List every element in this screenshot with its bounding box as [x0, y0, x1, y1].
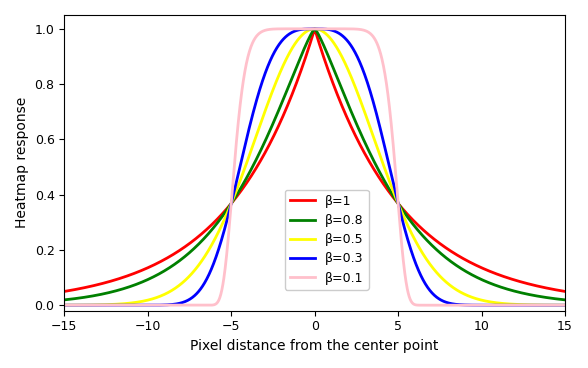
- X-axis label: Pixel distance from the center point: Pixel distance from the center point: [191, 339, 439, 353]
- β=0.3: [86, 303, 93, 307]
- β=1: [304, 49, 311, 53]
- β=0.1: [304, 26, 311, 31]
- β=1: [547, 287, 554, 291]
- β=0.8: [311, 27, 318, 31]
- β=0.5: [291, 42, 298, 47]
- Line: β=0.8: β=0.8: [64, 29, 565, 300]
- β=0.1: [309, 26, 316, 31]
- β=0.8: [455, 265, 462, 269]
- β=1: [547, 287, 554, 291]
- β=0.5: [61, 303, 68, 307]
- β=1: [562, 289, 569, 294]
- β=0.5: [86, 303, 93, 307]
- β=0.8: [86, 294, 93, 299]
- β=0.1: [547, 303, 554, 307]
- β=1: [291, 86, 298, 91]
- β=0.8: [61, 298, 68, 302]
- β=0.3: [547, 303, 554, 307]
- β=0.1: [455, 303, 462, 307]
- β=0.5: [562, 303, 569, 307]
- β=0.3: [311, 26, 318, 31]
- β=0.5: [547, 303, 554, 307]
- β=0.1: [562, 303, 569, 307]
- β=1: [311, 27, 318, 31]
- β=0.3: [291, 29, 298, 33]
- Line: β=1: β=1: [64, 29, 565, 291]
- Line: β=0.3: β=0.3: [64, 29, 565, 305]
- β=0.5: [455, 289, 462, 293]
- β=0.8: [562, 298, 569, 302]
- β=0.8: [547, 296, 554, 300]
- β=0.8: [291, 70, 298, 74]
- β=0.8: [304, 39, 311, 43]
- Y-axis label: Heatmap response: Heatmap response: [15, 97, 29, 229]
- β=0.3: [455, 302, 462, 307]
- Line: β=0.5: β=0.5: [64, 29, 565, 305]
- β=0.3: [304, 26, 311, 31]
- Line: β=0.1: β=0.1: [64, 29, 565, 305]
- β=0.3: [547, 303, 554, 307]
- β=0.1: [547, 303, 554, 307]
- β=0.1: [86, 303, 93, 307]
- β=0.5: [304, 28, 311, 33]
- β=0.3: [562, 303, 569, 307]
- Legend: β=1, β=0.8, β=0.5, β=0.3, β=0.1: β=1, β=0.8, β=0.5, β=0.3, β=0.1: [285, 190, 369, 290]
- β=1: [61, 289, 68, 294]
- β=1: [86, 284, 93, 289]
- β=0.5: [547, 303, 554, 307]
- β=1: [455, 254, 462, 258]
- β=0.3: [61, 303, 68, 307]
- β=0.1: [291, 26, 298, 31]
- β=0.5: [311, 26, 318, 31]
- β=0.1: [61, 303, 68, 307]
- β=0.8: [547, 296, 554, 300]
